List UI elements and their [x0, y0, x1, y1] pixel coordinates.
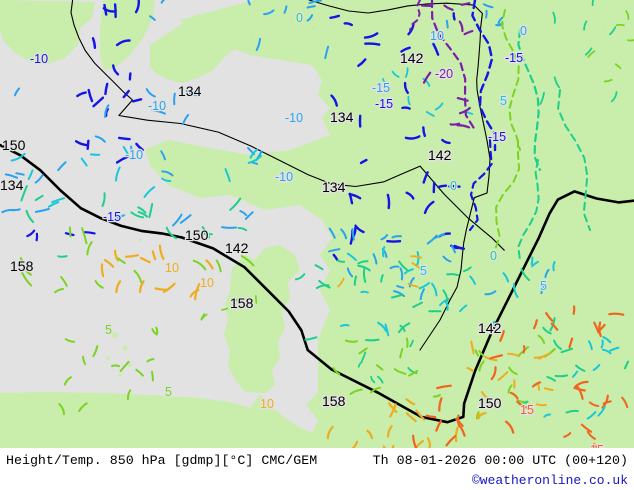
svg-text:-10: -10: [285, 111, 303, 125]
svg-text:150: 150: [2, 137, 26, 153]
svg-text:10: 10: [430, 29, 444, 43]
svg-text:10: 10: [165, 261, 179, 275]
svg-text:5: 5: [420, 264, 427, 278]
svg-text:0: 0: [296, 11, 303, 25]
svg-text:142: 142: [478, 320, 502, 336]
svg-text:5: 5: [105, 323, 112, 337]
svg-text:134: 134: [322, 179, 346, 195]
svg-text:0: 0: [450, 179, 457, 193]
svg-text:158: 158: [10, 258, 34, 274]
svg-text:0: 0: [490, 249, 497, 263]
svg-text:15: 15: [520, 403, 534, 417]
svg-text:-20: -20: [435, 67, 453, 81]
svg-text:10: 10: [200, 276, 214, 290]
svg-text:158: 158: [230, 295, 254, 311]
svg-text:-15: -15: [505, 51, 523, 65]
svg-text:5: 5: [500, 94, 507, 108]
svg-text:142: 142: [428, 147, 452, 163]
svg-text:-15: -15: [375, 97, 393, 111]
svg-text:158: 158: [322, 393, 346, 409]
svg-text:5: 5: [540, 279, 547, 293]
svg-text:-10: -10: [30, 52, 48, 66]
svg-text:5: 5: [165, 385, 172, 399]
svg-text:150: 150: [185, 227, 209, 243]
svg-text:-10: -10: [275, 170, 293, 184]
svg-text:134: 134: [0, 177, 24, 193]
svg-text:142: 142: [400, 50, 424, 66]
svg-text:150: 150: [478, 395, 502, 411]
svg-text:-15: -15: [103, 210, 121, 224]
svg-text:134: 134: [330, 109, 354, 125]
svg-text:-15: -15: [372, 81, 390, 95]
svg-text:142: 142: [225, 240, 249, 256]
svg-text:10: 10: [260, 397, 274, 411]
svg-text:-10: -10: [125, 148, 143, 162]
svg-text:0: 0: [520, 24, 527, 38]
svg-text:134: 134: [178, 83, 202, 99]
svg-text:-10: -10: [148, 99, 166, 113]
svg-text:-15: -15: [488, 130, 506, 144]
